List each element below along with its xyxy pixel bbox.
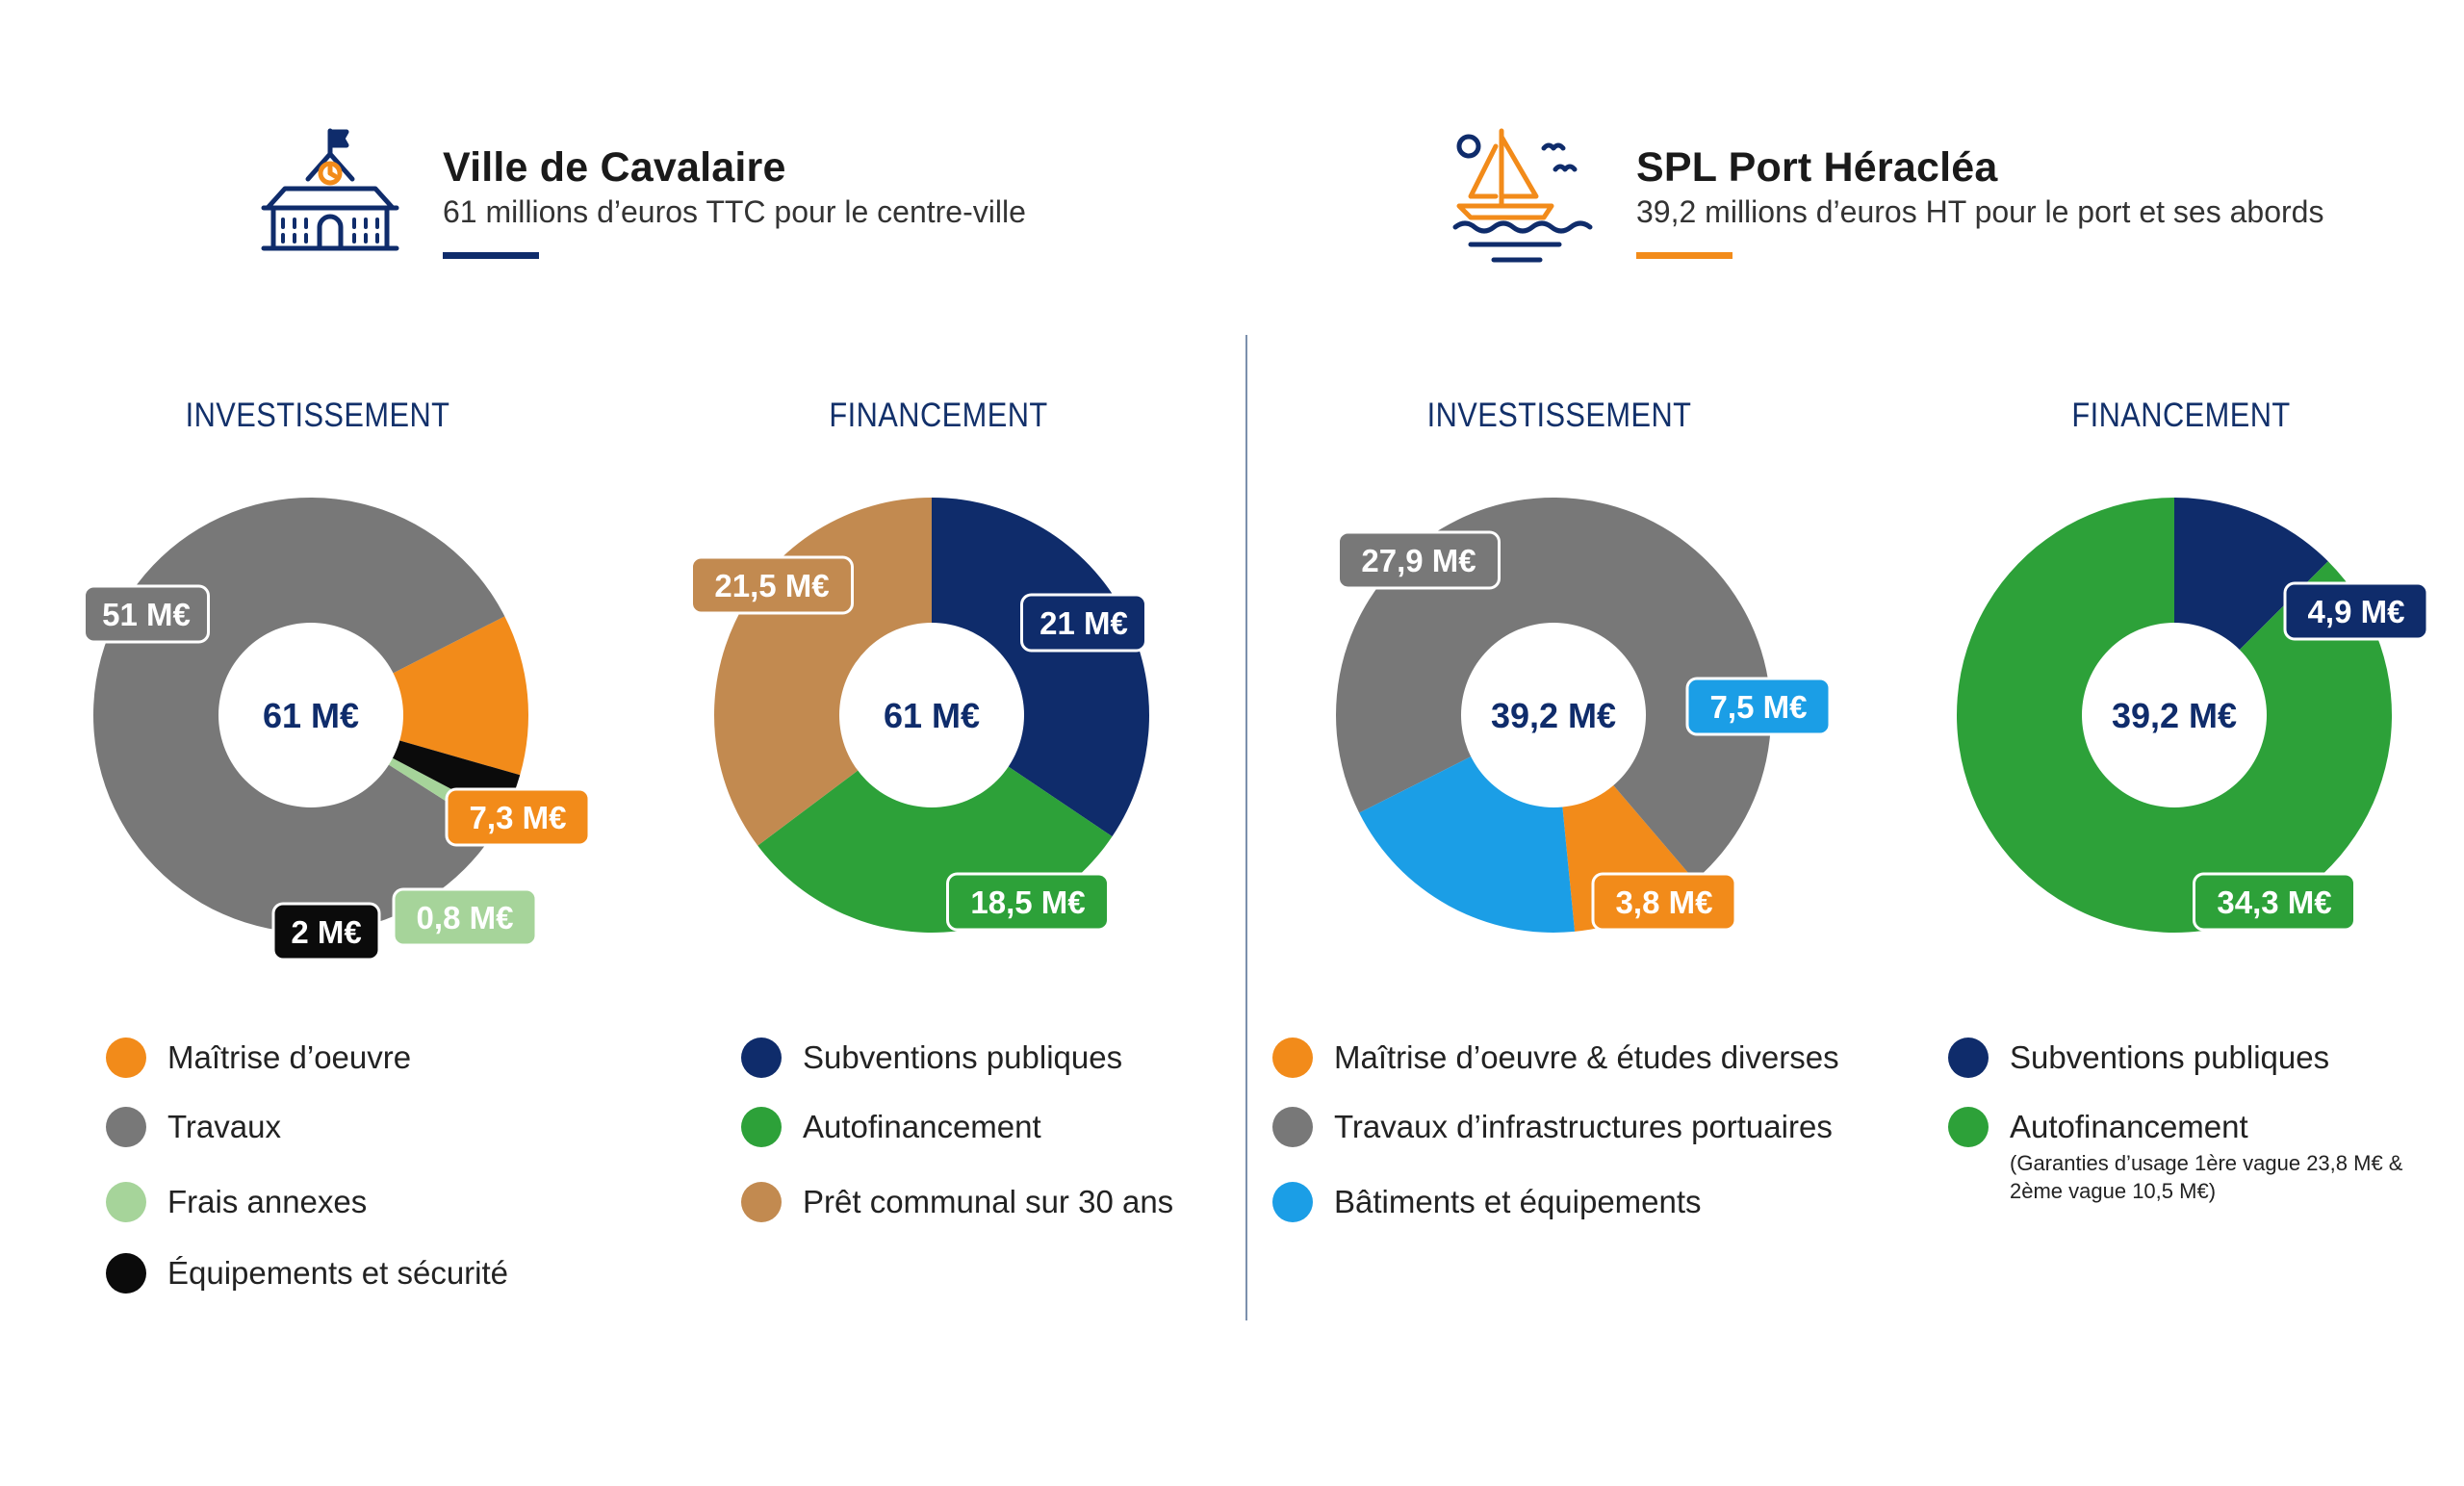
legend-dot	[1272, 1182, 1313, 1222]
data-label-text: 34,3 M€	[2217, 884, 2331, 920]
donut-chart-2: 61 M€ 21 M€ 18,5 M€ 21,5 M€	[690, 498, 1150, 933]
legend-label: Frais annexes	[167, 1184, 368, 1219]
data-label: 27,9 M€	[1337, 530, 1501, 590]
data-label: 18,5 M€	[946, 872, 1110, 932]
data-label: 2 M€	[271, 902, 381, 961]
data-label-box	[2283, 581, 2429, 641]
header-title: Ville de Cavalaire	[443, 144, 786, 191]
legend-dot	[106, 1107, 146, 1147]
donut-center-label: 61 M€	[263, 696, 359, 735]
data-label: 4,9 M€	[2283, 581, 2429, 641]
data-label: 7,5 M€	[1685, 677, 1832, 736]
legend-dot	[106, 1253, 146, 1294]
donut-chart-4: 39,2 M€ 4,9 M€ 34,3 M€	[1957, 498, 2429, 934]
data-label-box	[946, 872, 1110, 932]
donut-slice	[311, 616, 529, 776]
town-hall-icon	[261, 128, 399, 251]
legend-dot	[1272, 1107, 1313, 1147]
donut-hole	[218, 623, 403, 807]
data-label-text: 21,5 M€	[714, 568, 829, 603]
data-label-text: 4,9 M€	[2308, 594, 2405, 629]
legend-note: (Garanties d’usage 1ère vague 23,8 M€ & …	[2010, 1151, 2403, 1203]
data-label-box	[690, 555, 854, 615]
data-label-box	[1591, 872, 1737, 932]
legend-dot	[1272, 1038, 1313, 1078]
data-label: 21,5 M€	[690, 555, 854, 615]
data-label-text: 3,8 M€	[1616, 884, 1713, 920]
legend-label: Autofinancement	[803, 1109, 1041, 1144]
legend-dot	[106, 1038, 146, 1078]
donut-center-label: 39,2 M€	[2112, 696, 2237, 735]
donut-chart-3: 39,2 M€ 3,8 M€ 27,9 M€ 7,5 M€	[1336, 498, 1832, 933]
data-label: 21 M€	[1020, 593, 1147, 653]
donut-chart-1: 61 M€ 7,3 M€ 51 M€ 0,8 M€ 2 M€	[83, 497, 591, 961]
data-label-text: 2 M€	[291, 914, 361, 950]
data-label-box	[271, 902, 381, 961]
chart-4-title: FINANCEMENT	[2071, 397, 2291, 434]
data-label-box	[1685, 677, 1832, 736]
data-label: 0,8 M€	[392, 887, 538, 947]
data-label-box	[83, 584, 210, 644]
data-label-box	[1020, 593, 1147, 653]
chart-2-title: FINANCEMENT	[829, 397, 1048, 434]
header-title: SPL Port Héracléa	[1636, 144, 1998, 191]
legend-label: Travaux	[167, 1109, 281, 1144]
header-subtitle: 61 millions d’euros TTC pour le centre-v…	[443, 194, 1026, 229]
legend-label: Maîtrise d’oeuvre	[167, 1039, 412, 1075]
legend-label: Équipements et sécurité	[167, 1255, 509, 1291]
legend-dot	[1948, 1107, 1989, 1147]
data-label-text: 0,8 M€	[417, 900, 514, 935]
legend-label: Maîtrise d’oeuvre & études diverses	[1334, 1039, 1839, 1075]
donut-hole	[839, 623, 1024, 807]
header-underline	[443, 252, 539, 259]
data-label-text: 7,5 M€	[1710, 689, 1808, 725]
data-label-text: 21 M€	[1040, 605, 1128, 641]
data-label: 51 M€	[83, 584, 210, 644]
legend-dot	[741, 1182, 782, 1222]
legend-label: Autofinancement	[2010, 1109, 2248, 1144]
data-label: 3,8 M€	[1591, 872, 1737, 932]
data-label-box	[392, 887, 538, 947]
legend-dot	[741, 1107, 782, 1147]
section-divider	[1245, 335, 1247, 1320]
data-label: 7,3 M€	[445, 787, 591, 847]
data-label-box	[445, 787, 591, 847]
donut-hole	[2082, 623, 2267, 807]
data-label-box	[1337, 530, 1501, 590]
donut-hole	[1461, 623, 1646, 807]
sailboat-icon	[1452, 128, 1593, 263]
donut-center-label: 39,2 M€	[1491, 696, 1616, 735]
donut-center-label: 61 M€	[884, 696, 980, 735]
header-underline	[1636, 252, 1732, 259]
donut-slice	[932, 498, 1150, 837]
header-subtitle: 39,2 millions d’euros HT pour le port et…	[1636, 194, 2324, 229]
data-label-text: 18,5 M€	[970, 884, 1085, 920]
chart-1-title: INVESTISSEMENT	[185, 397, 450, 434]
data-label-box	[2193, 872, 2356, 932]
legend-label: Subventions publiques	[803, 1039, 1123, 1075]
legend-label: Prêt communal sur 30 ans	[803, 1184, 1174, 1219]
data-label-text: 51 M€	[102, 597, 191, 632]
data-label: 34,3 M€	[2193, 872, 2356, 932]
data-label-text: 7,3 M€	[470, 800, 567, 835]
legend-dot	[1948, 1038, 1989, 1078]
legend-label: Subventions publiques	[2010, 1039, 2330, 1075]
legend-label: Travaux d’infrastructures portuaires	[1334, 1109, 1833, 1144]
legend-label: Bâtiments et équipements	[1334, 1184, 1702, 1219]
legend-dot	[741, 1038, 782, 1078]
legend-dot	[106, 1182, 146, 1222]
data-label-text: 27,9 M€	[1361, 543, 1476, 578]
chart-3-title: INVESTISSEMENT	[1426, 397, 1692, 434]
